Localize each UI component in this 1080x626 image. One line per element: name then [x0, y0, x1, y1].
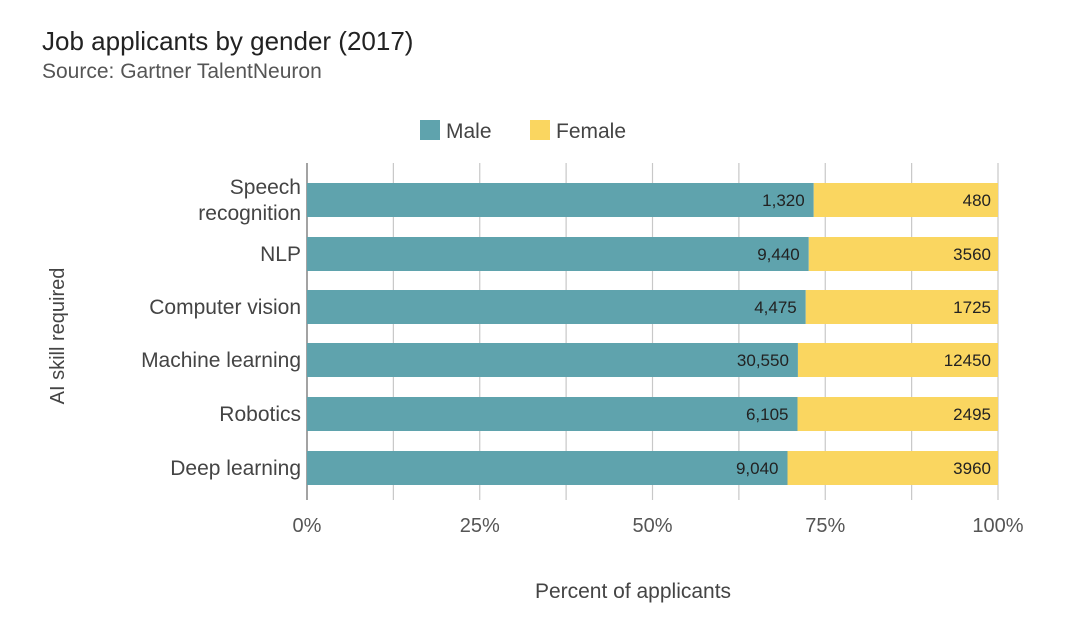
bar-male — [307, 451, 788, 485]
x-tick-label: 0% — [293, 515, 322, 537]
bar-female — [787, 451, 998, 485]
category-label: Deep learning — [170, 457, 301, 480]
legend-swatch — [420, 120, 440, 140]
data-label-male: 30,550 — [737, 351, 789, 370]
bar-female — [797, 397, 998, 431]
category-label: Robotics — [219, 403, 301, 426]
legend-label: Female — [556, 120, 626, 143]
category-label: recognition — [198, 202, 301, 225]
bar-female — [797, 343, 998, 377]
data-label-female: 480 — [963, 191, 991, 210]
data-label-female: 3960 — [953, 459, 991, 478]
bar-male — [307, 397, 798, 431]
bar-female — [808, 237, 998, 271]
data-label-female: 3560 — [953, 245, 991, 264]
data-label-male: 6,105 — [746, 405, 789, 424]
data-label-male: 1,320 — [762, 191, 805, 210]
bar-female — [805, 290, 998, 324]
chart-subtitle: Source: Gartner TalentNeuron — [42, 60, 322, 83]
x-tick-label: 50% — [632, 515, 672, 537]
category-label: Speech — [230, 176, 301, 199]
data-label-female: 12450 — [944, 351, 991, 370]
bar-male — [307, 183, 814, 217]
legend-label: Male — [446, 120, 492, 143]
x-tick-label: 25% — [460, 515, 500, 537]
data-label-male: 9,440 — [757, 245, 800, 264]
bar-female — [813, 183, 998, 217]
x-tick-label: 75% — [805, 515, 845, 537]
category-label: Machine learning — [141, 349, 301, 372]
bar-male — [307, 343, 798, 377]
category-label: NLP — [260, 243, 301, 266]
bar-male — [307, 290, 806, 324]
data-label-female: 1725 — [953, 298, 991, 317]
legend-swatch — [530, 120, 550, 140]
y-axis-title: AI skill required — [47, 268, 69, 405]
x-tick-label: 100% — [972, 515, 1023, 537]
x-axis-title: Percent of applicants — [535, 580, 731, 603]
bar-male — [307, 237, 809, 271]
data-label-male: 9,040 — [736, 459, 779, 478]
data-label-male: 4,475 — [754, 298, 797, 317]
data-label-female: 2495 — [953, 405, 991, 424]
category-label: Computer vision — [149, 296, 301, 319]
chart-title: Job applicants by gender (2017) — [42, 26, 414, 56]
